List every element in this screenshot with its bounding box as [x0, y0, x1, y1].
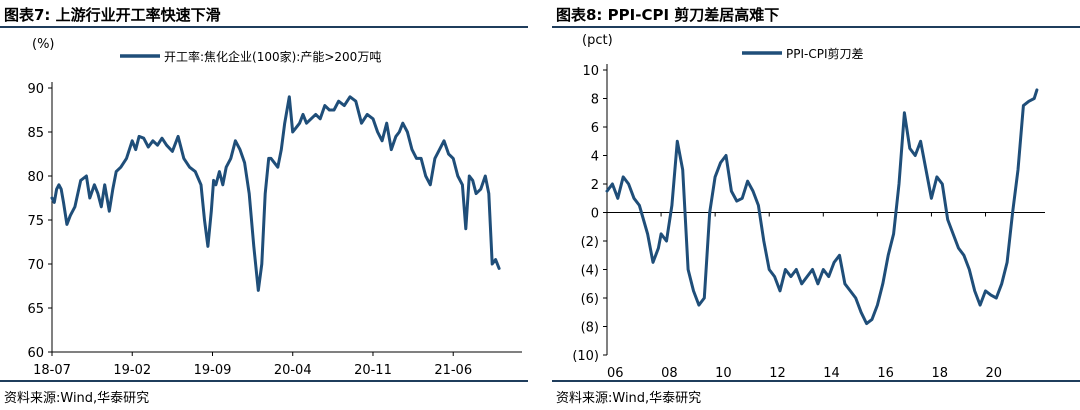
- right-y-tick-label: (4): [581, 264, 599, 279]
- right-x-tick-label: 12: [769, 366, 786, 378]
- left-chart-svg: (%) 60 65 70 75 80 85 90 18-07 19-02 19-09 20-04 20-…: [27, 37, 522, 378]
- left-x-tick-label: 21-06: [434, 363, 472, 378]
- left-x-tick-label: 20-11: [354, 363, 392, 378]
- right-x-tick-label: 08: [661, 366, 678, 378]
- right-title-bar: 图表8: PPI-CPI 剪刀差居高难下: [552, 0, 1080, 28]
- left-y-tick-label: 70: [27, 258, 44, 273]
- left-y-tick-label: 60: [27, 346, 44, 361]
- right-y-tick-label: 8: [591, 93, 599, 108]
- right-x-tick-label: 18: [931, 366, 948, 378]
- right-x-tick-label: 14: [823, 366, 840, 378]
- right-chart-svg: (pct) (10) (8) (6) (4) (2) 0 2 4 6 8 10 06 08 10 12 14 16…: [572, 33, 1045, 378]
- right-y-tick-label: (2): [581, 235, 599, 250]
- right-x-tick-label: 16: [877, 366, 894, 378]
- right-x-tick-label: 10: [715, 366, 732, 378]
- left-x-tick-label: 19-09: [194, 363, 232, 378]
- left-x-tick-label: 18-07: [33, 363, 71, 378]
- right-source-note: 资料来源:Wind,华泰研究: [556, 391, 702, 406]
- left-x-tick-label: 20-04: [274, 363, 312, 378]
- right-y-tick-label: 6: [591, 121, 599, 136]
- right-y-tick-label: (8): [581, 321, 599, 336]
- left-chart-title: 图表7: 上游行业开工率快速下滑: [4, 6, 221, 24]
- right-x-tick-label: 06: [607, 366, 624, 378]
- left-x-tick-label: 19-02: [113, 363, 151, 378]
- left-y-tick-label: 75: [27, 214, 44, 229]
- right-ylabel: (pct): [582, 33, 613, 48]
- right-y-tick-label: (6): [581, 292, 599, 307]
- right-legend-label: PPI-CPI剪刀差: [786, 46, 864, 61]
- left-y-tick-label: 65: [27, 302, 44, 317]
- right-source-bar: 资料来源:Wind,华泰研究: [552, 380, 1080, 410]
- left-y-tick-label: 80: [27, 170, 44, 185]
- left-source-bar: 资料来源:Wind,华泰研究: [0, 380, 528, 410]
- right-x-tick-label: 20: [986, 366, 1003, 378]
- left-title-bar: 图表7: 上游行业开工率快速下滑: [0, 0, 528, 28]
- right-chart-panel: 图表8: PPI-CPI 剪刀差居高难下 (pct) (10) (8) (6) (4)(…: [552, 0, 1080, 408]
- right-y-tick-label: 2: [591, 178, 599, 193]
- left-source-note: 资料来源:Wind,华泰研究: [4, 391, 150, 406]
- left-y-tick-label: 90: [27, 82, 44, 97]
- right-y-tick-label: (10): [572, 349, 599, 364]
- left-ylabel: (%): [32, 37, 55, 52]
- right-y-tick-label: 4: [591, 150, 599, 165]
- right-y-tick-label: 0: [591, 207, 599, 222]
- right-y-tick-label: 10: [582, 64, 599, 79]
- left-y-tick-label: 85: [27, 126, 44, 141]
- right-series-line: [605, 88, 1039, 326]
- left-chart-panel: 图表7: 上游行业开工率快速下滑 (%) 60 65 70 75 80 85 90 18-07 1…: [0, 0, 528, 408]
- left-legend-label: 开工率:焦化企业(100家):产能>200万吨: [164, 49, 381, 64]
- right-chart-title: 图表8: PPI-CPI 剪刀差居高难下: [556, 6, 780, 24]
- left-series-line: [50, 95, 501, 292]
